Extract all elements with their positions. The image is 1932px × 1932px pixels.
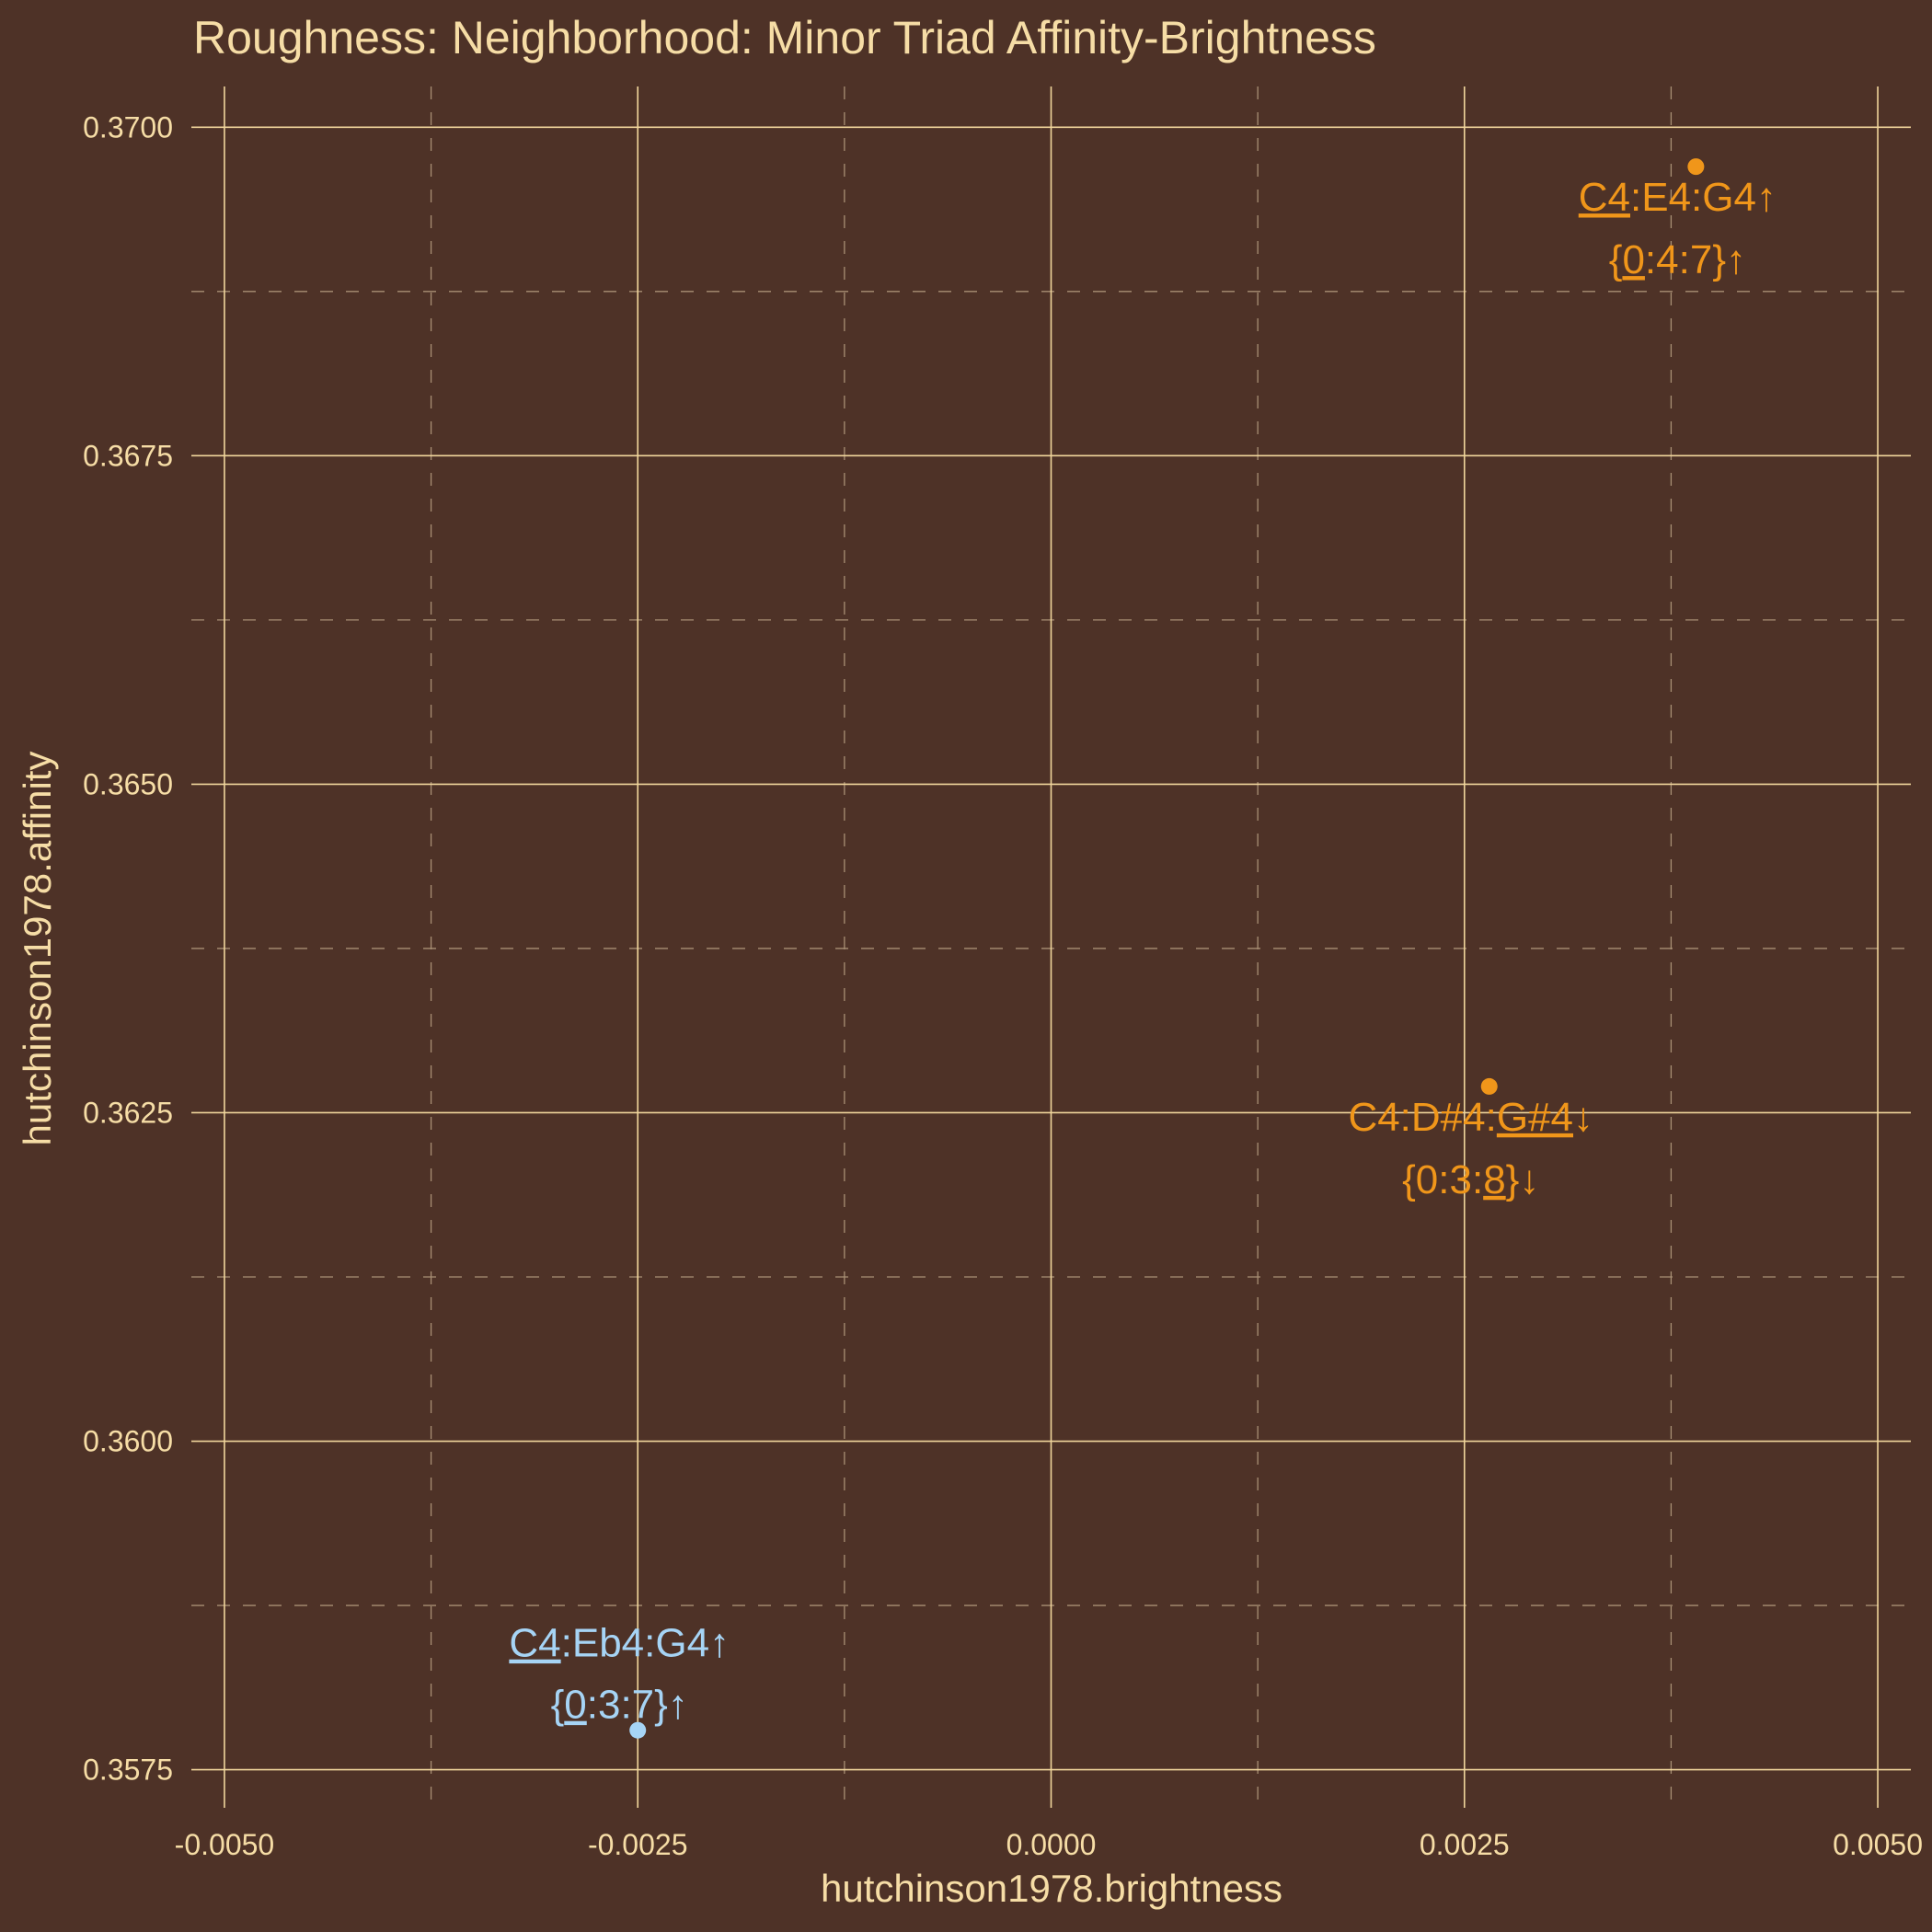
y-tick-label: 0.3700: [83, 110, 173, 144]
point-labels: C4:Eb4:G4↑{0:3:7}↑C4:D#4:G#4↓{0:3:8}↓C4:…: [509, 175, 1777, 1728]
y-tick-label: 0.3625: [83, 1096, 173, 1129]
y-tick-label: 0.3650: [83, 767, 173, 800]
y-tick-label: 0.3675: [83, 439, 173, 472]
data-point: [1687, 158, 1705, 176]
point-label-segment: ↓: [1519, 1157, 1539, 1202]
point-label-segment: C4: [1579, 175, 1630, 220]
data-points: [629, 158, 1705, 1739]
x-tick-label: -0.0050: [175, 1828, 275, 1861]
point-label: C4:D#4:G#4↓: [1348, 1095, 1593, 1140]
point-label: C4:Eb4:G4↑: [509, 1621, 730, 1666]
point-label-segment: :Eb4:G4: [561, 1621, 709, 1666]
y-tick-label: 0.3600: [83, 1425, 173, 1458]
point-label: C4:E4:G4↑: [1579, 175, 1777, 220]
point-label-segment: {0:3:: [1402, 1157, 1483, 1202]
point-label: {0:4:7}↑: [1609, 237, 1746, 282]
x-axis-label: hutchinson1978.brightness: [821, 1867, 1282, 1910]
point-label-segment: {: [1609, 237, 1623, 282]
y-axis-label: hutchinson1978.affinity: [16, 752, 59, 1146]
y-tick-labels: 0.3575 0.3600 0.3625 0.3650 0.3675 0.3700: [83, 110, 173, 1786]
point-label-segment: G#4: [1497, 1095, 1573, 1140]
point-label-segment: ↓: [1573, 1095, 1593, 1140]
point-label-segment: ↑: [709, 1621, 730, 1666]
x-tick-label: 0.0050: [1833, 1828, 1923, 1861]
point-label-segment: ↑: [1726, 237, 1746, 282]
data-point: [1480, 1077, 1498, 1095]
point-label-segment: }: [1506, 1157, 1520, 1202]
x-tick-labels: -0.0050 -0.0025 0.0000 0.0025 0.0050: [175, 1828, 1923, 1861]
point-label-segment: :E4:G4: [1630, 175, 1756, 220]
x-tick-label: 0.0000: [1006, 1828, 1097, 1861]
point-label-segment: :3:7}: [587, 1683, 668, 1728]
y-tick-label: 0.3575: [83, 1754, 173, 1787]
point-label-segment: 8: [1483, 1157, 1505, 1202]
point-label-segment: 0: [1622, 237, 1644, 282]
point-label-segment: {: [551, 1683, 565, 1728]
point-label-segment: :4:7}: [1645, 237, 1726, 282]
point-label-segment: ↑: [668, 1683, 688, 1728]
x-tick-label: -0.0025: [588, 1828, 688, 1861]
chart-title: Roughness: Neighborhood: Minor Triad Aff…: [193, 12, 1376, 63]
data-point: [629, 1721, 647, 1739]
point-label-segment: 0: [564, 1683, 586, 1728]
major-grid: [191, 86, 1911, 1808]
point-label-segment: C4: [509, 1621, 560, 1666]
point-label: {0:3:8}↓: [1402, 1157, 1539, 1202]
point-label-segment: C4:D#4:: [1348, 1095, 1496, 1140]
point-label: {0:3:7}↑: [551, 1683, 688, 1728]
point-label-segment: ↑: [1756, 175, 1777, 220]
x-tick-label: 0.0025: [1420, 1828, 1510, 1861]
